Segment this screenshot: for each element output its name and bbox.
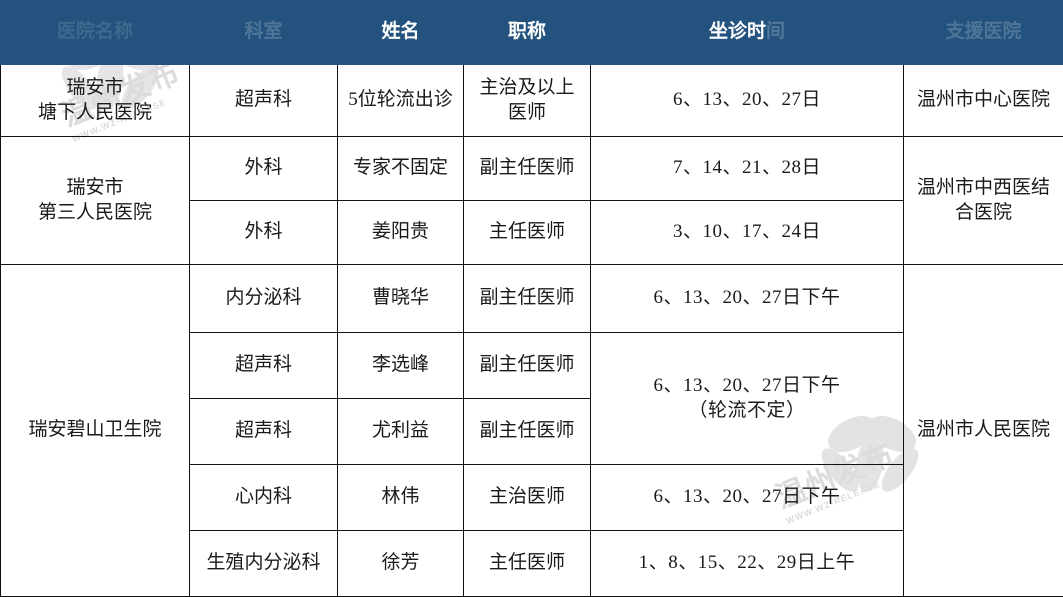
- cell-professional-title: 主任医师: [464, 201, 591, 265]
- cell-clinic-time: 6、13、20、27日下午（轮流不定）: [591, 333, 904, 465]
- cell-doctor-name: 尤利益: [338, 399, 464, 465]
- column-header-title: 职称: [464, 1, 591, 65]
- cell-department: 外科: [190, 137, 338, 201]
- cell-clinic-time: 1、8、15、22、29日上午: [591, 531, 904, 597]
- cell-department: 内分泌科: [190, 265, 338, 333]
- cell-hospital: 瑞安碧山卫生院: [1, 265, 190, 597]
- cell-doctor-name: 曹晓华: [338, 265, 464, 333]
- cell-doctor-name: 林伟: [338, 465, 464, 531]
- column-header-dest: 支援医院: [904, 1, 1063, 65]
- cell-hospital: 瑞安市塘下人民医院: [1, 65, 190, 137]
- cell-clinic-time: 6、13、20、27日下午: [591, 265, 904, 333]
- cell-department: 心内科: [190, 465, 338, 531]
- column-header-org: 医院名称: [1, 1, 190, 65]
- cell-doctor-name: 姜阳贵: [338, 201, 464, 265]
- cell-clinic-time: 3、10、17、24日: [591, 201, 904, 265]
- cell-support-hospital: 温州市中心医院: [904, 65, 1063, 137]
- cell-department: 超声科: [190, 333, 338, 399]
- cell-clinic-time: 7、14、21、28日: [591, 137, 904, 201]
- cell-department: 生殖内分泌科: [190, 531, 338, 597]
- table-header-row: 医院名称 科室 姓名 职称 坐诊时间 支援医院: [1, 1, 1063, 65]
- cell-clinic-time: 6、13、20、27日: [591, 65, 904, 137]
- column-header-time-tail: 间: [766, 21, 785, 42]
- cell-professional-title: 副主任医师: [464, 137, 591, 201]
- cell-professional-title: 副主任医师: [464, 265, 591, 333]
- cell-support-hospital: 温州市中西医结合医院: [904, 137, 1063, 265]
- cell-professional-title: 主任医师: [464, 531, 591, 597]
- cell-doctor-name: 徐芳: [338, 531, 464, 597]
- cell-department: 外科: [190, 201, 338, 265]
- cell-clinic-time: 6、13、20、27日下午: [591, 465, 904, 531]
- cell-doctor-name: 5位轮流出诊: [338, 65, 464, 137]
- cell-doctor-name: 李选峰: [338, 333, 464, 399]
- cell-department: 超声科: [190, 399, 338, 465]
- column-header-time: 坐诊时间: [591, 1, 904, 65]
- cell-professional-title: 主治及以上医师: [464, 65, 591, 137]
- cell-department: 超声科: [190, 65, 338, 137]
- column-header-name: 姓名: [338, 1, 464, 65]
- cell-professional-title: 主治医师: [464, 465, 591, 531]
- cell-professional-title: 副主任医师: [464, 399, 591, 465]
- cell-professional-title: 副主任医师: [464, 333, 591, 399]
- column-header-dept: 科室: [190, 1, 338, 65]
- column-header-time-main: 坐诊时: [709, 21, 766, 42]
- cell-doctor-name: 专家不固定: [338, 137, 464, 201]
- cell-hospital: 瑞安市第三人民医院: [1, 137, 190, 265]
- cell-support-hospital: 温州市人民医院: [904, 265, 1063, 597]
